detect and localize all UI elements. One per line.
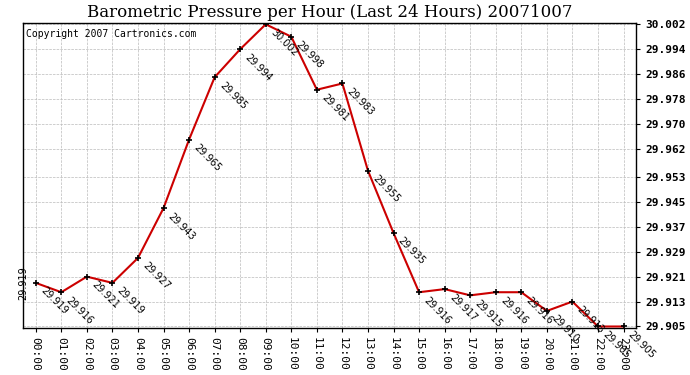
Text: 29.905: 29.905: [627, 329, 658, 360]
Text: 29.943: 29.943: [166, 211, 197, 242]
Text: 29.913: 29.913: [575, 304, 606, 335]
Text: 29.916: 29.916: [499, 295, 529, 326]
Text: 29.935: 29.935: [396, 236, 427, 267]
Text: 29.917: 29.917: [447, 292, 478, 323]
Text: 29.985: 29.985: [217, 80, 248, 111]
Text: 29.994: 29.994: [243, 52, 274, 83]
Text: 29.921: 29.921: [90, 279, 121, 310]
Text: 29.916: 29.916: [524, 295, 555, 326]
Text: 29.955: 29.955: [371, 174, 402, 205]
Text: 29.998: 29.998: [294, 39, 325, 70]
Text: 29.919: 29.919: [115, 286, 146, 316]
Text: 29.905: 29.905: [601, 329, 632, 360]
Text: 29.919: 29.919: [39, 286, 70, 316]
Text: 29.965: 29.965: [192, 142, 223, 173]
Text: 29.927: 29.927: [141, 261, 172, 292]
Text: Copyright 2007 Cartronics.com: Copyright 2007 Cartronics.com: [26, 29, 197, 39]
Text: 30.002: 30.002: [268, 27, 299, 58]
Text: 29.919: 29.919: [18, 266, 28, 300]
Text: 29.915: 29.915: [473, 298, 504, 329]
Text: 29.916: 29.916: [422, 295, 453, 326]
Title: Barometric Pressure per Hour (Last 24 Hours) 20071007: Barometric Pressure per Hour (Last 24 Ho…: [87, 4, 573, 21]
Text: 29.916: 29.916: [64, 295, 95, 326]
Text: 29.983: 29.983: [345, 86, 376, 117]
Text: 29.910: 29.910: [550, 314, 580, 345]
Text: 29.981: 29.981: [319, 93, 351, 123]
